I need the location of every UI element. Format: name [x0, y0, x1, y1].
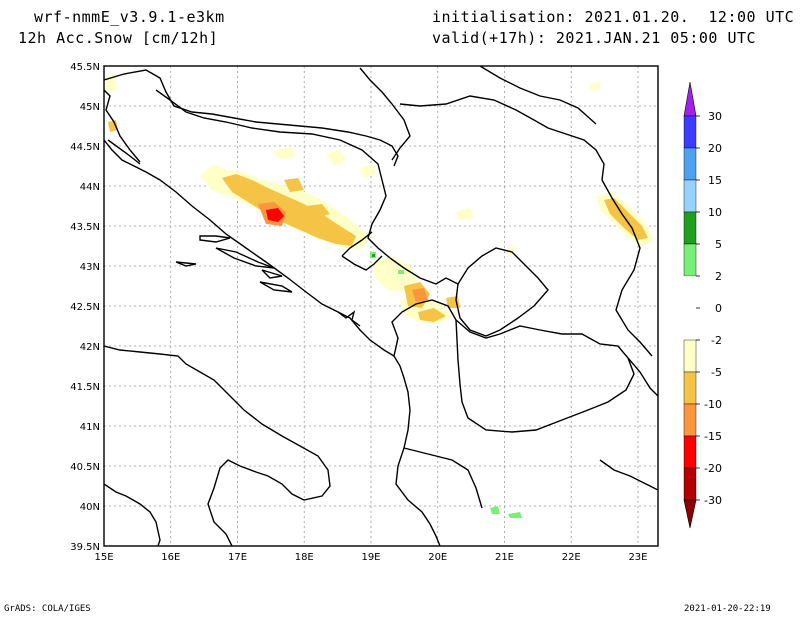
colorbar-label: 10: [708, 206, 722, 219]
lat-tick-label: 39.5N: [70, 542, 100, 553]
colorbar-label: -30: [704, 494, 722, 507]
lat-tick-label: 43N: [80, 262, 100, 273]
colorbar-box: [683, 339, 697, 373]
lon-tick-label: 16E: [161, 552, 180, 563]
lat-tick-label: 41N: [80, 422, 100, 433]
lat-tick-label: 41.5N: [70, 382, 100, 393]
colorbar-label: -15: [704, 430, 722, 443]
colorbar-label: 15: [708, 174, 722, 187]
colorbar-label: 30: [708, 110, 722, 123]
lat-tick-label: 45.5N: [70, 62, 100, 73]
grads-credit: GrADS: COLA/IGES: [4, 604, 91, 614]
colorbar-label: -5: [711, 366, 722, 379]
snow-negative: [370, 252, 522, 518]
colorbar-label: -10: [704, 398, 722, 411]
colorbar-box: [683, 147, 697, 181]
colorbar-box: [684, 276, 696, 308]
axis-labels: 15E 16E 17E 18E 19E 20E 21E 22E 23E 39.5N 40N 40.5N…: [70, 62, 647, 563]
colorbar-label: 2: [715, 270, 722, 283]
colorbar-bottom-arrow: [683, 499, 697, 529]
colorbar-label: -20: [704, 462, 722, 475]
map-frame: [103, 65, 659, 547]
snow-light: [106, 74, 654, 324]
colorbar-label: -2: [711, 334, 722, 347]
colorbar-label: 20: [708, 142, 722, 155]
lat-tick-label: 44.5N: [70, 142, 100, 153]
lon-tick-label: 19E: [361, 552, 380, 563]
colorbar-box: [683, 371, 697, 405]
lon-tick-label: 20E: [428, 552, 447, 563]
colorbar-box: [684, 308, 696, 340]
lat-tick-label: 40.5N: [70, 462, 100, 473]
model-name: wrf-nmmE_v3.9.1-e3km: [34, 8, 225, 26]
colorbar-box: [683, 115, 697, 149]
lon-tick-label: 22E: [562, 552, 581, 563]
lat-tick-label: 40N: [80, 502, 100, 513]
snow-shading: [106, 74, 654, 518]
colorbar-box: [683, 435, 697, 469]
grid-lines: [104, 66, 658, 546]
snow-very-heavy: [266, 208, 284, 222]
valid-time: valid(+17h): 2021.JAN.21 05:00 UTC: [432, 29, 757, 47]
lat-tick-label: 45N: [80, 102, 100, 113]
initialisation-time: initialisation: 2021.01.20. 12:00 UTC: [432, 8, 795, 26]
field-name: 12h Acc.Snow [cm/12h]: [18, 29, 219, 47]
lat-tick-label: 43.5N: [70, 222, 100, 233]
colorbar-box: [683, 243, 697, 277]
coastlines-borders: [104, 66, 658, 546]
colorbar-box: [683, 211, 697, 245]
lat-tick-label: 44N: [80, 182, 100, 193]
lon-tick-label: 21E: [495, 552, 514, 563]
colorbar-label: 0: [715, 302, 722, 315]
snow-moderate: [108, 120, 648, 322]
lon-tick-label: 23E: [628, 552, 647, 563]
lon-tick-label: 18E: [295, 552, 314, 563]
lon-tick-label: 17E: [228, 552, 247, 563]
colorbar-label: 5: [715, 238, 722, 251]
colorbar-top-arrow: [683, 81, 697, 117]
colorbar-box: [683, 179, 697, 213]
lat-tick-label: 42.5N: [70, 302, 100, 313]
render-timestamp: 2021-01-20-22:19: [684, 604, 771, 614]
lon-tick-label: 15E: [94, 552, 113, 563]
colorbar-box: [683, 467, 697, 501]
colorbar-box: [683, 403, 697, 437]
lat-tick-label: 42N: [80, 342, 100, 353]
